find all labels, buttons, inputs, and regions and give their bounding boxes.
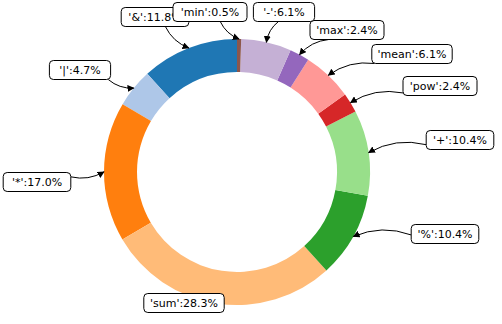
svg-text:'mean':6.1%: 'mean':6.1% — [378, 48, 447, 61]
svg-text:'+':10.4%: '+':10.4% — [433, 134, 487, 147]
svg-text:'max':2.4%: 'max':2.4% — [316, 24, 378, 37]
svg-text:'pow':2.4%: 'pow':2.4% — [410, 80, 470, 93]
svg-text:'min':0.5%: 'min':0.5% — [181, 6, 239, 19]
svg-text:'sum':28.3%: 'sum':28.3% — [150, 297, 218, 310]
svg-text:'&':11.8%: '&':11.8% — [128, 10, 182, 24]
svg-text:'%':10.4%: '%':10.4% — [417, 228, 472, 241]
svg-text:'*':17.0%: '*':17.0% — [12, 176, 62, 189]
svg-text:'-':6.1%: '-':6.1% — [263, 6, 305, 19]
svg-text:'|':4.7%: '|':4.7% — [59, 64, 100, 77]
